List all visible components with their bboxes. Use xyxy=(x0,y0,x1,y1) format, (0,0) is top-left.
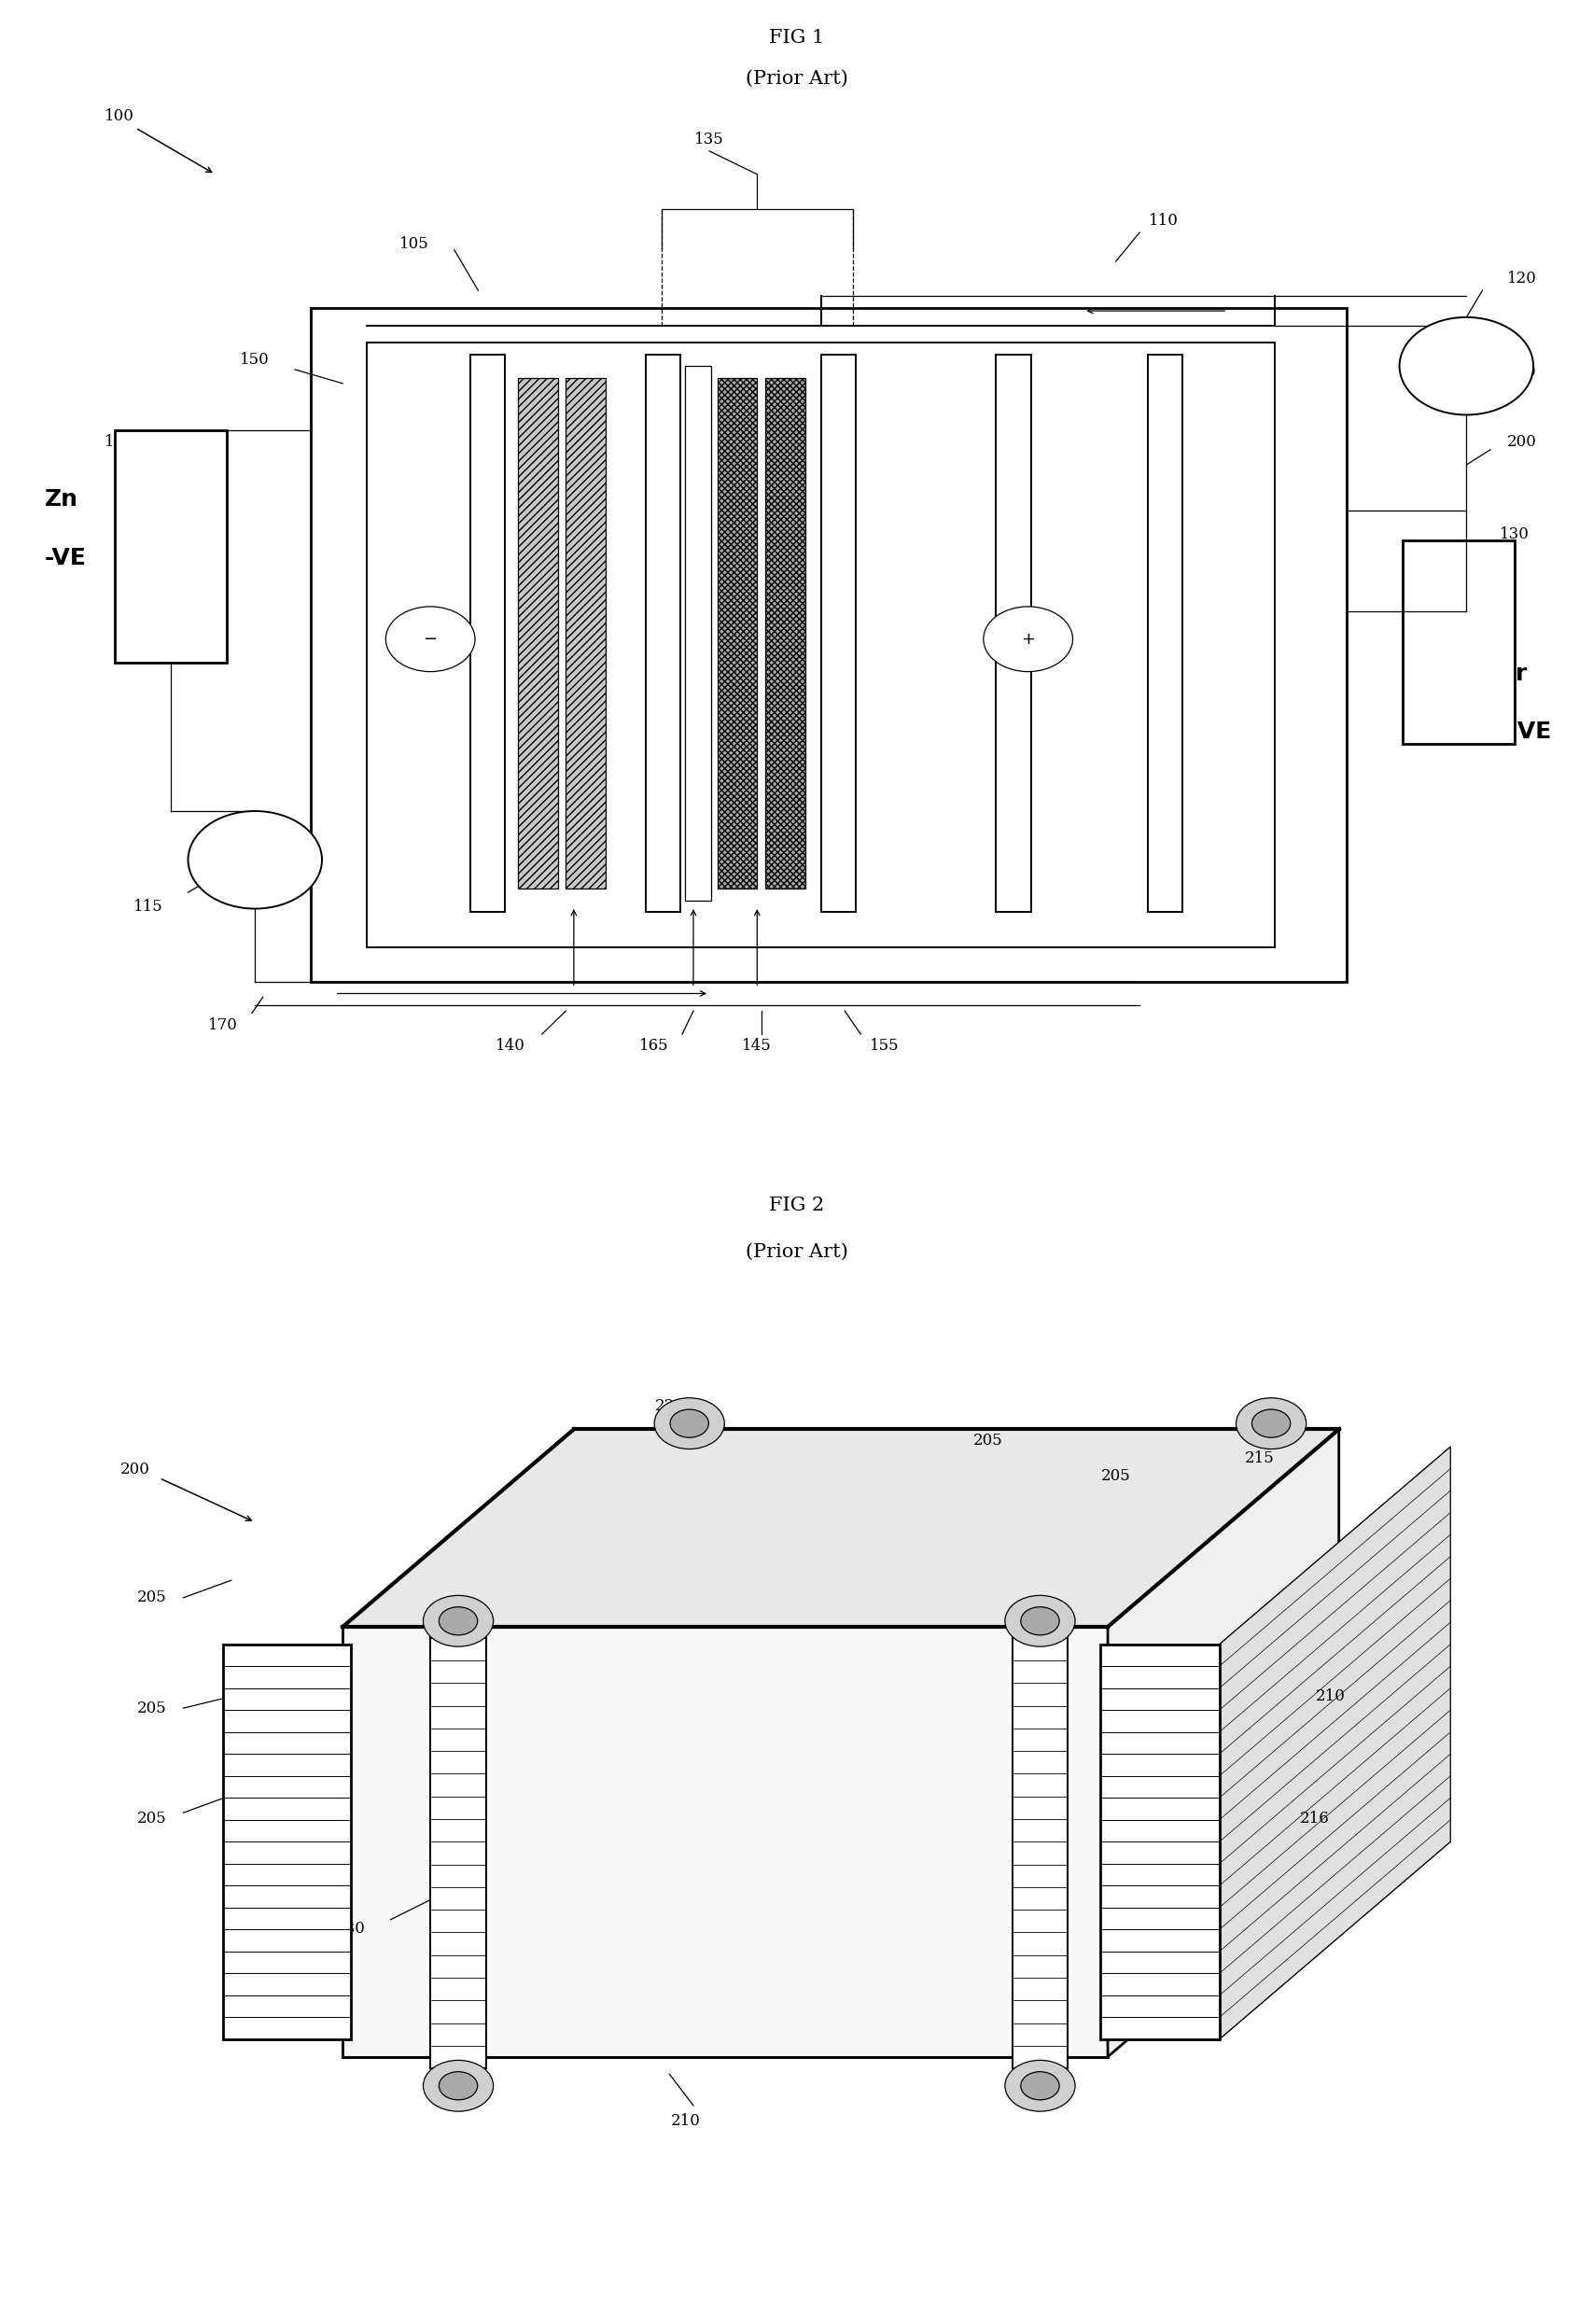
Bar xyxy=(342,1627,1107,2057)
Text: (Prior Art): (Prior Art) xyxy=(746,70,847,88)
Text: 135: 135 xyxy=(695,132,723,146)
Circle shape xyxy=(1236,1397,1306,1450)
Circle shape xyxy=(424,2059,494,2110)
Circle shape xyxy=(655,1397,725,1450)
Circle shape xyxy=(438,2071,478,2101)
Circle shape xyxy=(424,1594,494,1645)
Text: -VE: -VE xyxy=(45,546,86,569)
Text: +: + xyxy=(1021,630,1034,648)
Text: 205: 205 xyxy=(137,1810,166,1827)
Text: 120: 120 xyxy=(1507,272,1536,286)
Bar xyxy=(1012,1615,1067,2068)
Text: 225: 225 xyxy=(655,1399,683,1413)
Text: 200: 200 xyxy=(121,1462,150,1478)
Text: 125: 125 xyxy=(105,435,134,449)
Text: 216: 216 xyxy=(1300,1810,1329,1827)
Circle shape xyxy=(983,607,1072,672)
Bar xyxy=(430,1615,486,2068)
Text: 230: 230 xyxy=(336,1922,365,1936)
Text: 210: 210 xyxy=(671,2113,699,2129)
Text: 115: 115 xyxy=(134,899,162,913)
Text: −: − xyxy=(424,630,436,648)
Text: 215: 215 xyxy=(1244,1450,1273,1466)
Bar xyxy=(311,309,1346,981)
Text: 205: 205 xyxy=(137,1590,166,1606)
Text: 150: 150 xyxy=(241,353,269,367)
Polygon shape xyxy=(342,1429,1338,1627)
Text: 100: 100 xyxy=(105,109,134,123)
Bar xyxy=(645,353,680,911)
Polygon shape xyxy=(1219,1446,1450,2040)
Text: Zn: Zn xyxy=(45,488,78,511)
Text: 155: 155 xyxy=(870,1039,898,1053)
Bar xyxy=(820,353,855,911)
Text: 145: 145 xyxy=(742,1039,771,1053)
Text: FIG 2: FIG 2 xyxy=(769,1197,824,1215)
Bar xyxy=(996,353,1031,911)
Text: 105: 105 xyxy=(400,237,429,251)
Polygon shape xyxy=(1107,1429,1338,2057)
Bar xyxy=(566,376,605,888)
Circle shape xyxy=(1004,2059,1074,2110)
Circle shape xyxy=(1399,318,1532,414)
Text: 110: 110 xyxy=(1149,214,1177,228)
Text: (Prior Art): (Prior Art) xyxy=(746,1243,847,1262)
Circle shape xyxy=(1020,2071,1059,2101)
Circle shape xyxy=(438,1606,478,1636)
Circle shape xyxy=(669,1408,709,1439)
Circle shape xyxy=(1251,1408,1290,1439)
Circle shape xyxy=(188,811,322,909)
Bar xyxy=(1099,1645,1219,2040)
Text: 205: 205 xyxy=(137,1701,166,1715)
Text: 140: 140 xyxy=(495,1039,524,1053)
Bar xyxy=(1147,353,1182,911)
Circle shape xyxy=(1004,1594,1074,1645)
Bar xyxy=(1402,539,1513,744)
Text: 130: 130 xyxy=(1499,528,1528,541)
Text: 165: 165 xyxy=(639,1039,667,1053)
Text: 170: 170 xyxy=(209,1018,237,1032)
Bar xyxy=(470,353,505,911)
Text: 200: 200 xyxy=(1507,435,1536,449)
Bar xyxy=(115,430,226,662)
Text: 205: 205 xyxy=(1101,1469,1129,1483)
Text: FIG 1: FIG 1 xyxy=(769,28,824,46)
Bar xyxy=(223,1645,350,2040)
Circle shape xyxy=(386,607,475,672)
Text: 205: 205 xyxy=(973,1434,1002,1448)
Text: 160: 160 xyxy=(1507,365,1536,379)
Circle shape xyxy=(1020,1606,1059,1636)
Bar xyxy=(685,367,710,899)
Bar xyxy=(717,376,757,888)
Bar xyxy=(518,376,558,888)
Text: 210: 210 xyxy=(1316,1690,1344,1703)
Bar xyxy=(765,376,804,888)
Text: Br: Br xyxy=(1497,662,1526,686)
Bar xyxy=(366,342,1274,948)
Text: +VE: +VE xyxy=(1497,720,1552,744)
